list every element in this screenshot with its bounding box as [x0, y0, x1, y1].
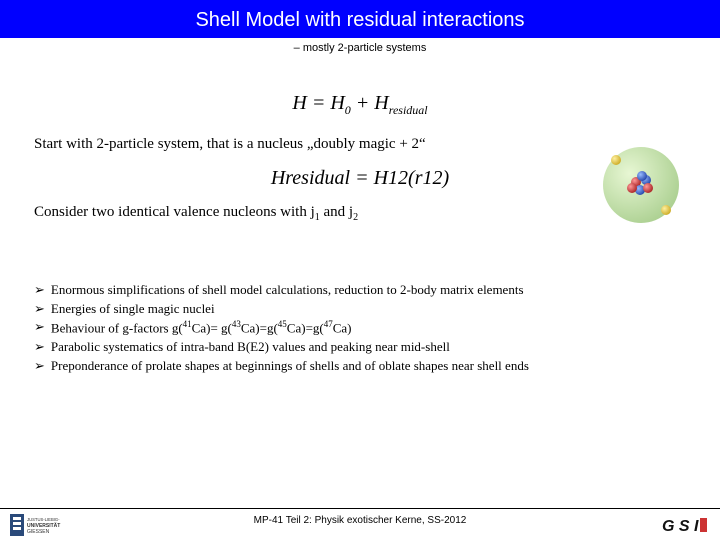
bullet-list: ➢ Enormous simplifications of shell mode…: [34, 281, 686, 374]
title-bar: Shell Model with residual interactions: [0, 0, 720, 38]
footer-text: MP-41 Teil 2: Physik exotischer Kerne, S…: [0, 509, 720, 526]
residual-equation: Hresidual = H12(r12): [34, 167, 686, 190]
hamiltonian-equation: H = H0 + Hresidual: [34, 92, 686, 118]
eq2-subres: residual: [285, 167, 350, 189]
svg-text:JUSTUS-LIEBIG-: JUSTUS-LIEBIG-: [27, 517, 60, 522]
eq-Hres: H: [374, 92, 388, 114]
bullet-text: Parabolic systematics of intra-band B(E2…: [51, 338, 450, 356]
bullet-text: Behaviour of g-factors g(41Ca)= g(43Ca)=…: [51, 318, 352, 337]
eq2-Hres: H: [271, 167, 285, 189]
gsi-logo-icon: G S I: [660, 514, 710, 536]
bullet-item: ➢ Enormous simplifications of shell mode…: [34, 281, 686, 299]
bullet-arrow-icon: ➢: [34, 338, 45, 356]
line2-sub2: 2: [353, 212, 358, 223]
body-line-1: Start with 2-particle system, that is a …: [34, 136, 686, 153]
eq-plus: +: [351, 92, 375, 114]
eq2-r: r: [415, 167, 423, 189]
page-title: Shell Model with residual interactions: [195, 9, 524, 32]
eq2-close: ): [443, 167, 450, 189]
b3-mass43: 43: [232, 319, 241, 329]
eq-H: H: [292, 92, 306, 114]
b3-ca3: Ca)=g(: [287, 320, 324, 335]
b3-ca4: Ca): [333, 320, 352, 335]
eq-equals: =: [307, 92, 331, 114]
eq2-subr: 12: [423, 167, 443, 189]
footer-bar: MP-41 Teil 2: Physik exotischer Kerne, S…: [0, 508, 720, 540]
b3-mass47: 47: [324, 319, 333, 329]
university-logo-icon: JUSTUS-LIEBIG- UNIVERSITÄT GIESSEN: [10, 514, 70, 536]
bullet-arrow-icon: ➢: [34, 300, 45, 318]
bullet-arrow-icon: ➢: [34, 318, 45, 337]
bullet-arrow-icon: ➢: [34, 357, 45, 375]
line2-part-a: Consider two identical valence nucleons …: [34, 204, 315, 220]
nucleus-diagram-icon: [596, 140, 686, 230]
bullet-item: ➢ Behaviour of g-factors g(41Ca)= g(43Ca…: [34, 318, 686, 337]
eq2-sub12: 12: [388, 167, 408, 189]
b3-ca2: Ca)=g(: [241, 320, 278, 335]
eq2-H12: H: [374, 167, 388, 189]
b3-a: Behaviour of g-factors g(: [51, 320, 183, 335]
eq2-equals: =: [350, 167, 374, 189]
page-subtitle: – mostly 2-particle systems: [0, 42, 720, 54]
line2-and: and j: [320, 204, 353, 220]
bullet-text: Enormous simplifications of shell model …: [51, 281, 524, 299]
svg-text:G S I: G S I: [662, 518, 699, 535]
bullet-arrow-icon: ➢: [34, 281, 45, 299]
bullet-item: ➢ Parabolic systematics of intra-band B(…: [34, 338, 686, 356]
svg-text:UNIVERSITÄT: UNIVERSITÄT: [27, 522, 60, 529]
bullet-text: Preponderance of prolate shapes at begin…: [51, 357, 529, 375]
eq2-open: (: [408, 167, 415, 189]
bullet-item: ➢ Energies of single magic nuclei: [34, 300, 686, 318]
eq-subres: residual: [389, 103, 428, 117]
bullet-item: ➢ Preponderance of prolate shapes at beg…: [34, 357, 686, 375]
b3-mass41: 41: [183, 319, 192, 329]
bullet-text: Energies of single magic nuclei: [51, 300, 215, 318]
body-line-2: Consider two identical valence nucleons …: [34, 204, 686, 223]
b3-mass45: 45: [278, 319, 287, 329]
eq-H0: H: [330, 92, 344, 114]
svg-text:GIESSEN: GIESSEN: [27, 529, 50, 535]
b3-ca1: Ca)= g(: [192, 320, 232, 335]
